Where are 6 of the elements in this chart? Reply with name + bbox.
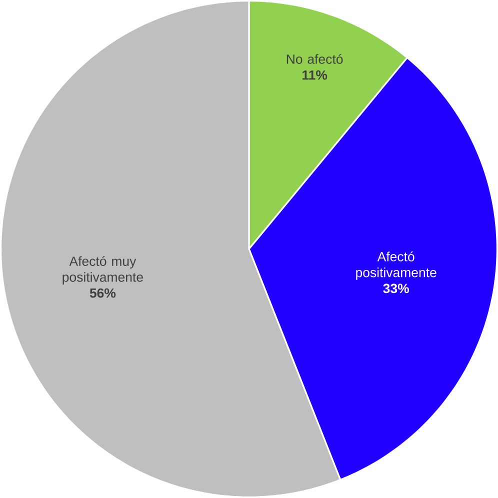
slice-label: Afectó positivamente bbox=[356, 251, 436, 280]
slice-label: Afectó muy positivamente bbox=[62, 256, 143, 284]
data-label: 33% bbox=[383, 284, 409, 294]
data-label: 11% bbox=[302, 70, 328, 80]
slice-label: No afectó bbox=[286, 54, 343, 64]
data-label: 56% bbox=[90, 288, 116, 298]
